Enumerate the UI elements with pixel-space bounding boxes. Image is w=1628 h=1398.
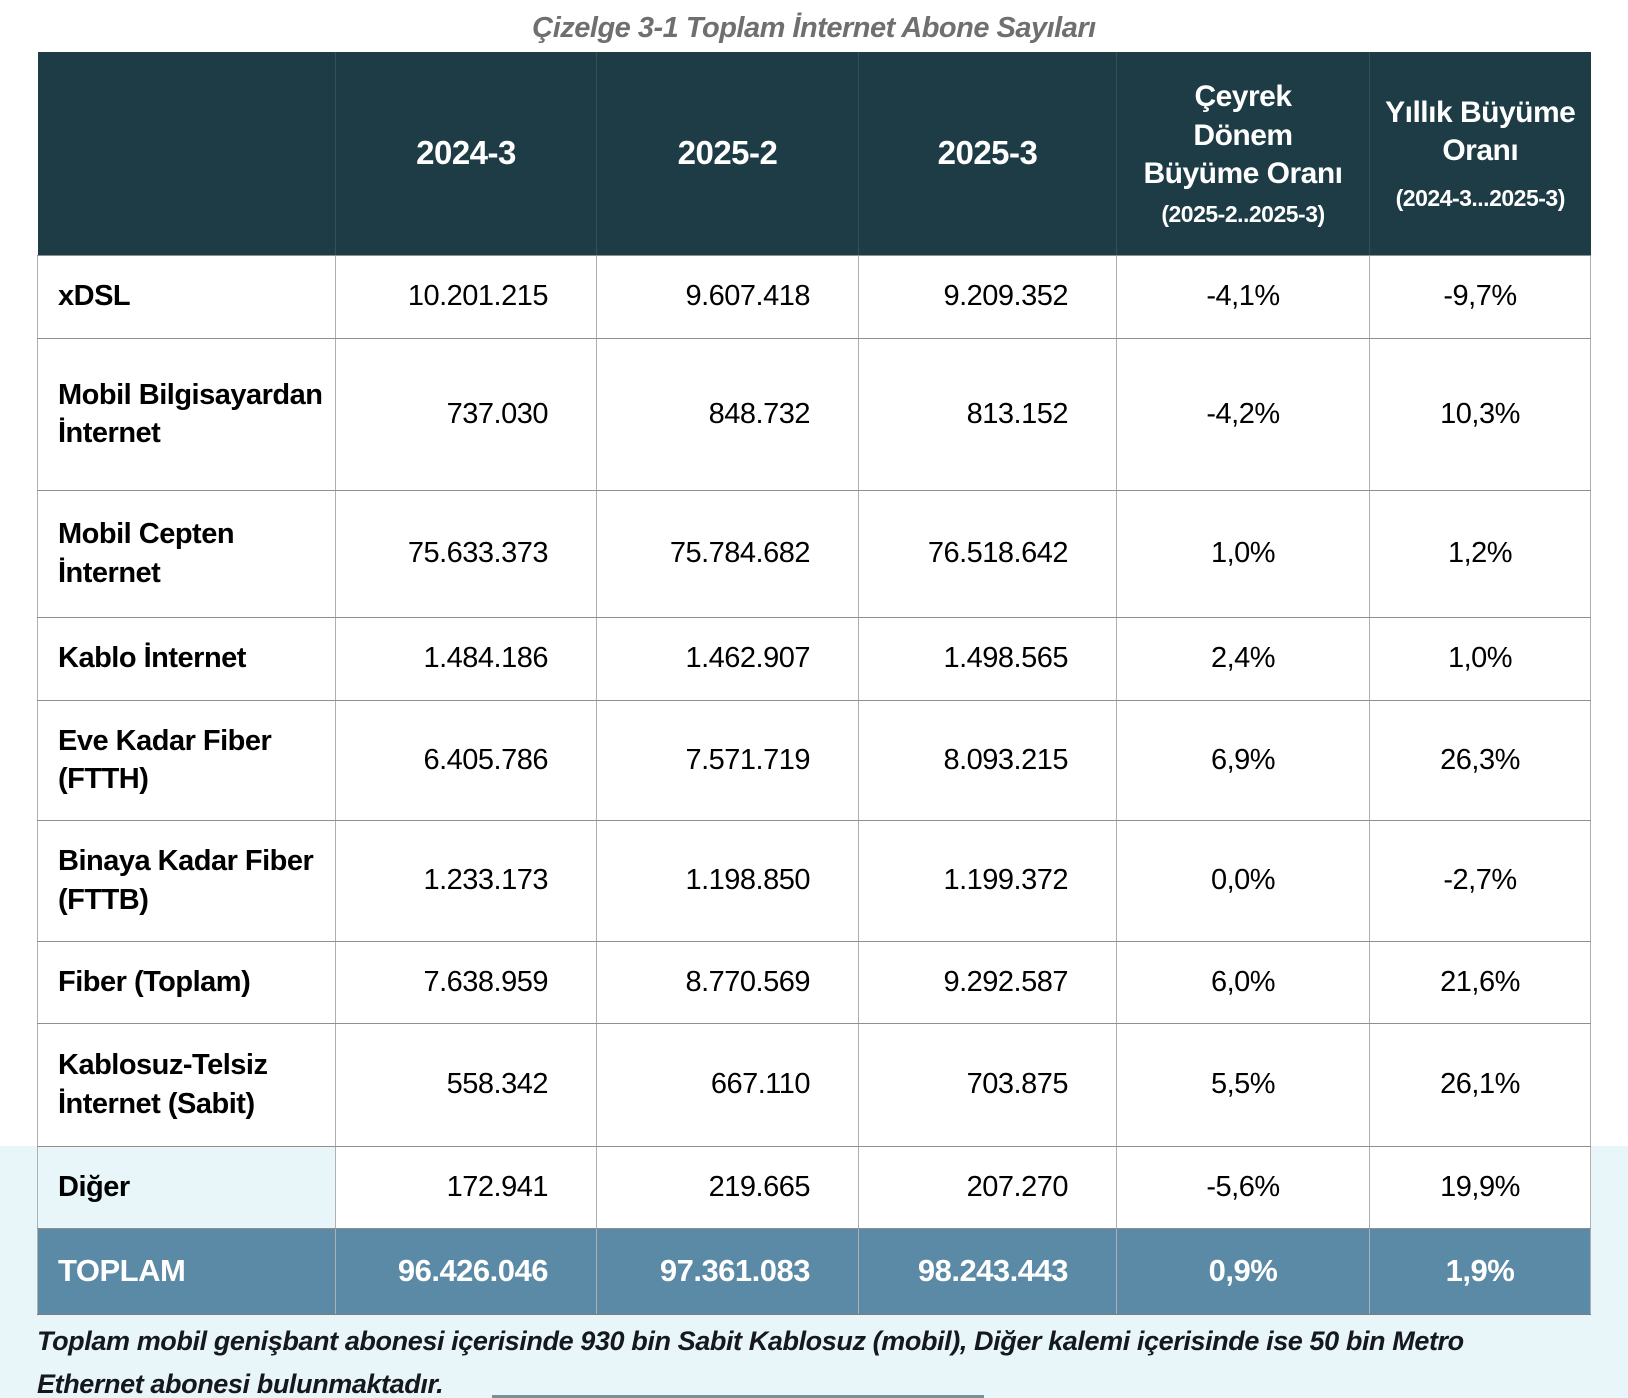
row-quarterly-growth: 1,0% [1116,489,1370,618]
table-row: Binaya Kadar Fiber (FTTB) 1.233.173 1.198.… [37,819,1591,942]
row-quarterly-growth: 0,0% [1116,819,1370,942]
total-row-label: TOPLAM [37,1227,336,1315]
row-quarterly-growth: -4,2% [1116,337,1370,491]
row-value-2025-3: 703.875 [858,1022,1117,1147]
row-value-2024-3: 7.638.959 [335,940,597,1024]
row-annual-growth: 19,9% [1369,1145,1591,1229]
row-value-2025-2: 667.110 [596,1022,859,1147]
row-value-2024-3: 172.941 [335,1145,597,1229]
table-caption: Çizelge 3-1 Toplam İnternet Abone Sayıla… [532,12,1096,44]
row-value-2025-3: 1.199.372 [858,819,1117,942]
row-value-2025-3: 813.152 [858,337,1117,491]
table-row: Fiber (Toplam) 7.638.959 8.770.569 9.292.58… [37,940,1591,1024]
row-label: Fiber (Toplam) [37,940,336,1024]
row-annual-growth: 26,1% [1369,1022,1591,1147]
row-quarterly-growth: 6,9% [1116,699,1370,821]
period-label: 2025-3 [937,134,1038,172]
row-annual-growth: 21,6% [1369,940,1591,1024]
row-value-2025-2: 1.198.850 [596,819,859,942]
annual-growth-sublabel: (2024-3...2025-3) [1395,185,1566,212]
row-label: Mobil Cepten İnternet [37,489,336,618]
row-quarterly-growth: 6,0% [1116,940,1370,1024]
table-row: Kablosuz-Telsiz İnternet (Sabit) 558.342 6… [37,1022,1591,1147]
row-value-2025-3: 1.498.565 [858,616,1117,701]
row-value-2025-3: 9.292.587 [858,940,1117,1024]
row-label: Kablo İnternet [37,616,336,701]
row-value-2025-2: 75.784.682 [596,489,859,618]
internet-subscribers-table: 2024-3 2025-2 2025-3 Çeyrek Dönem Büyüme… [37,52,1591,1315]
row-label: Diğer [37,1145,336,1229]
period-label: 2024-3 [416,134,516,172]
row-value-2024-3: 737.030 [335,337,597,491]
row-label: Mobil Bilgisayardan İnternet [37,337,336,491]
total-value-2024-3: 96.426.046 [335,1227,597,1315]
total-quarterly-growth: 0,9% [1116,1227,1370,1315]
row-value-2025-2: 9.607.418 [596,254,859,339]
row-label: Binaya Kadar Fiber (FTTB) [37,819,336,942]
annual-growth-label-line: Oranı [1442,133,1519,167]
quarterly-growth-sublabel: (2025-2..2025-3) [1161,200,1325,227]
row-annual-growth: 26,3% [1369,699,1591,821]
row-annual-growth: -9,7% [1369,254,1591,339]
table-row: xDSL 10.201.215 9.607.418 9.209.352 -4,1% -9,… [37,254,1591,339]
table-row: Diğer 172.941 219.665 207.270 -5,6% 19,9% [37,1145,1591,1229]
total-value-2025-3: 98.243.443 [858,1227,1117,1315]
period-label: 2025-2 [677,134,778,172]
total-value-2025-2: 97.361.083 [596,1227,859,1315]
row-value-2025-2: 219.665 [596,1145,859,1229]
row-value-2025-2: 7.571.719 [596,699,859,821]
row-label: Kablosuz-Telsiz İnternet (Sabit) [37,1022,336,1147]
header-cell-period-2025-3: 2025-3 [858,52,1117,256]
row-value-2024-3: 1.484.186 [335,616,597,701]
table-row: Eve Kadar Fiber (FTTH) 6.405.786 7.571.719… [37,699,1591,821]
header-cell-empty [37,52,336,256]
header-cell-period-2024-3: 2024-3 [335,52,597,256]
row-value-2024-3: 10.201.215 [335,254,597,339]
table-row: Mobil Cepten İnternet 75.633.373 75.784.68… [37,489,1591,618]
row-value-2024-3: 75.633.373 [335,489,597,618]
header-cell-quarterly-growth: Çeyrek Dönem Büyüme Oranı (2025-2..2025-… [1116,52,1370,256]
total-annual-growth: 1,9% [1369,1227,1591,1315]
quarterly-growth-label-line: Çeyrek [1194,80,1292,114]
row-annual-growth: -2,7% [1369,819,1591,942]
row-quarterly-growth: 5,5% [1116,1022,1370,1147]
row-value-2024-3: 6.405.786 [335,699,597,821]
bottom-edge-line [492,1395,984,1398]
row-value-2025-3: 9.209.352 [858,254,1117,339]
row-label: xDSL [37,254,336,339]
quarterly-growth-label-line: Dönem [1193,118,1293,152]
row-value-2025-2: 1.462.907 [596,616,859,701]
annual-growth-label-line: Yıllık Büyüme [1385,95,1576,129]
row-value-2025-2: 848.732 [596,337,859,491]
table-row: Mobil Bilgisayardan İnternet 737.030 848.7… [37,337,1591,491]
row-annual-growth: 1,2% [1369,489,1591,618]
row-value-2024-3: 558.342 [335,1022,597,1147]
row-annual-growth: 1,0% [1369,616,1591,701]
row-value-2025-3: 76.518.642 [858,489,1117,618]
row-annual-growth: 10,3% [1369,337,1591,491]
row-value-2025-3: 8.093.215 [858,699,1117,821]
row-label: Eve Kadar Fiber (FTTH) [37,699,336,821]
header-cell-annual-growth: Yıllık Büyüme Oranı (2024-3...2025-3) [1369,52,1591,256]
row-value-2025-3: 207.270 [858,1145,1117,1229]
total-row: TOPLAM 96.426.046 97.361.083 98.243.443 … [37,1227,1591,1315]
table-row: Kablo İnternet 1.484.186 1.462.907 1.498.56… [37,616,1591,701]
footnote: Toplam mobil genişbant abonesi içerisind… [37,1326,1464,1398]
row-quarterly-growth: -4,1% [1116,254,1370,339]
row-value-2025-2: 8.770.569 [596,940,859,1024]
row-quarterly-growth: -5,6% [1116,1145,1370,1229]
header-row: 2024-3 2025-2 2025-3 Çeyrek Dönem Büyüme… [37,52,1591,256]
header-cell-period-2025-2: 2025-2 [596,52,859,256]
quarterly-growth-label-line: Büyüme Oranı [1143,157,1343,191]
row-quarterly-growth: 2,4% [1116,616,1370,701]
row-value-2024-3: 1.233.173 [335,819,597,942]
